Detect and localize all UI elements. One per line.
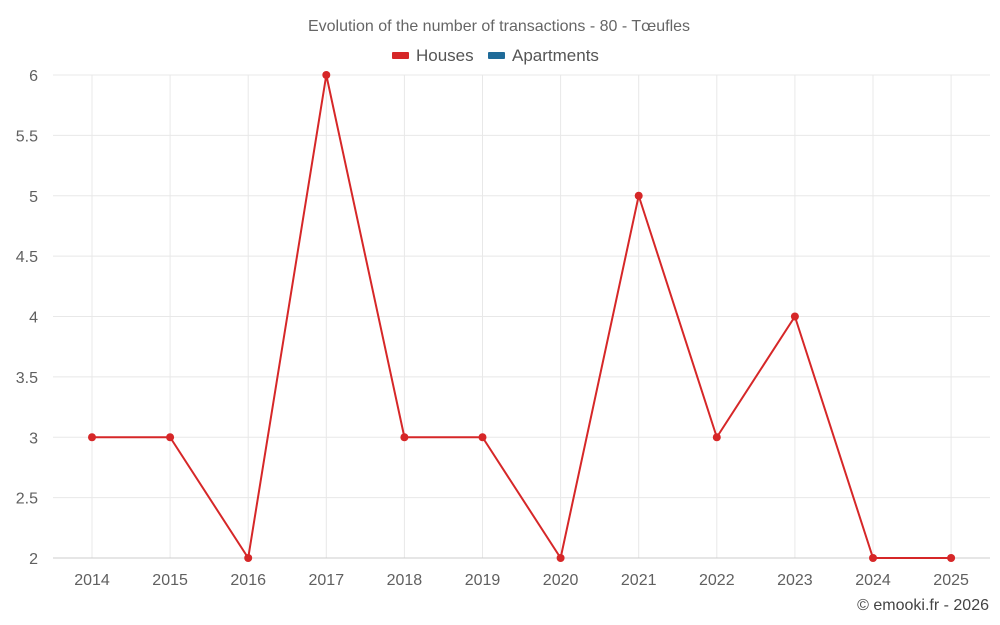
- data-point-houses[interactable]: [88, 433, 96, 442]
- data-point-houses[interactable]: [790, 312, 799, 321]
- y-tick-label: 4.5: [16, 249, 38, 266]
- data-point-houses[interactable]: [400, 433, 409, 442]
- data-point-houses[interactable]: [634, 191, 643, 200]
- y-tick-label: 3: [29, 430, 38, 447]
- x-tick-label: 2021: [621, 572, 657, 589]
- data-point-houses[interactable]: [244, 554, 253, 562]
- series: [88, 71, 956, 562]
- chart-title: Evolution of the number of transactions …: [308, 18, 690, 35]
- data-point-houses[interactable]: [712, 433, 721, 442]
- y-tick-label: 5: [29, 189, 38, 206]
- x-tick-label: 2016: [230, 572, 266, 589]
- legend-item-houses[interactable]: Houses: [392, 46, 474, 65]
- data-point-houses[interactable]: [556, 554, 565, 562]
- y-tick-label: 4: [29, 310, 38, 327]
- x-axis-tick-labels: 2014 2015 2016 2017 2018 2019 2020 2021 2022 2023…: [74, 572, 969, 589]
- legend-swatch-apartments: [488, 52, 505, 59]
- legend[interactable]: Houses Apartments: [392, 46, 599, 65]
- data-point-houses[interactable]: [478, 433, 487, 442]
- legend-label-apartments: Apartments: [512, 46, 599, 65]
- x-tick-label: 2022: [699, 572, 735, 589]
- x-tick-label: 2014: [74, 572, 110, 589]
- credit-text: © emooki.fr - 2026: [857, 597, 989, 614]
- x-tick-label: 2018: [387, 572, 423, 589]
- legend-label-houses: Houses: [416, 46, 474, 65]
- legend-item-apartments[interactable]: Apartments: [488, 46, 599, 65]
- data-point-houses[interactable]: [166, 433, 175, 442]
- y-tick-label: 2.5: [16, 491, 38, 508]
- data-point-houses[interactable]: [322, 71, 331, 79]
- y-tick-label: 2: [29, 551, 38, 568]
- x-tick-label: 2015: [152, 572, 188, 589]
- legend-swatch-houses: [392, 52, 409, 59]
- data-point-houses[interactable]: [947, 554, 956, 562]
- x-tick-label: 2025: [933, 572, 969, 589]
- x-tick-label: 2017: [309, 572, 345, 589]
- x-tick-label: 2020: [543, 572, 579, 589]
- x-tick-label: 2023: [777, 572, 813, 589]
- y-tick-label: 6: [29, 68, 38, 85]
- x-tick-label: 2019: [465, 572, 501, 589]
- y-tick-label: 3.5: [16, 370, 38, 387]
- x-tick-label: 2024: [855, 572, 891, 589]
- series-line-houses: [92, 74, 952, 559]
- y-tick-label: 5.5: [16, 128, 38, 145]
- data-point-houses[interactable]: [869, 554, 877, 562]
- y-axis-tick-labels: 2 2.5 3 3.5 4 4.5 5 5.5 6: [16, 68, 38, 568]
